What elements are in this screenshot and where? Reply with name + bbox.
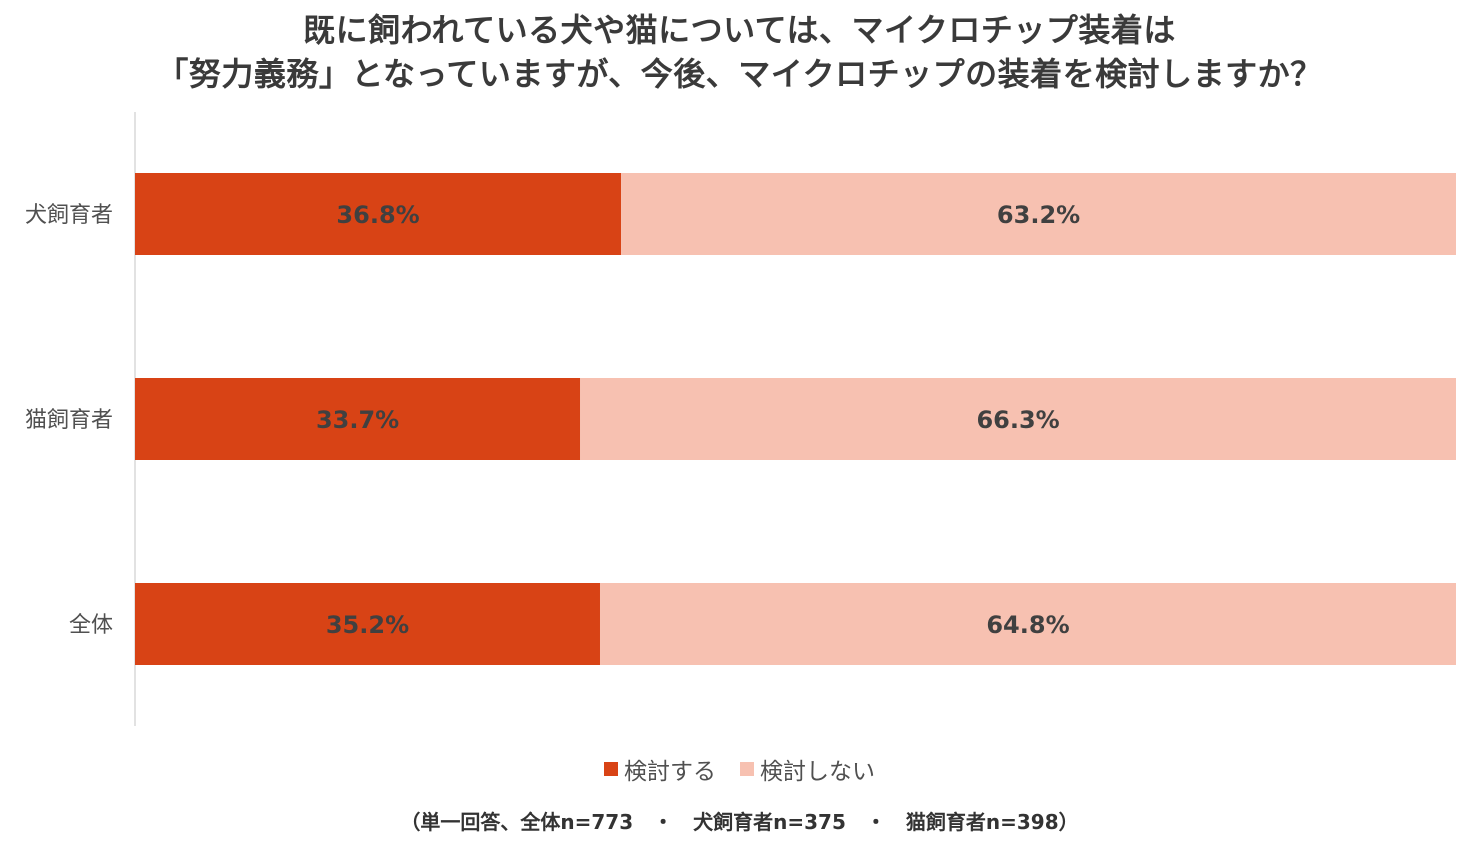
legend-label-not-consider: 検討しない (760, 759, 875, 785)
data-label-not-consider-0: 63.2% (997, 201, 1080, 229)
chart-title-line-2: 「努力義務」となっていますが、今後、マイクロチップの装着を検討しますか？ (156, 55, 1323, 93)
legend: 検討する 検討しない (0, 752, 1479, 786)
chart-title: 既に飼われている犬や猫については、マイクロチップ装着は 「努力義務」となっていま… (0, 8, 1479, 96)
data-label-consider-0: 36.8% (336, 201, 419, 229)
chart-title-line-1: 既に飼われている犬や猫については、マイクロチップ装着は (303, 11, 1176, 49)
legend-item-not-consider: 検討しない (740, 752, 875, 786)
bar-not-consider-2 (599, 583, 1456, 665)
category-label-0: 犬飼育者 (25, 203, 113, 228)
legend-swatch-not-consider (740, 762, 754, 776)
bar-not-consider-1 (580, 378, 1456, 460)
bar-consider-0 (135, 173, 622, 255)
bar-consider-1 (135, 378, 581, 460)
data-label-not-consider-1: 66.3% (976, 406, 1059, 434)
category-label-1: 猫飼育者 (25, 408, 113, 433)
legend-label-consider: 検討する (624, 759, 716, 785)
data-label-consider-2: 35.2% (326, 611, 409, 639)
legend-item-consider: 検討する (604, 752, 716, 786)
bar-not-consider-0 (621, 173, 1456, 255)
category-label-2: 全体 (69, 613, 113, 638)
stacked-bar-chart: 36.8% 63.2% 犬飼育者 33.7% 66.3% 猫飼育者 35.2% 64.8% 全体 (25, 112, 1456, 726)
sample-size-footnote: （単一回答、全体n=773 ・ 犬飼育者n=375 ・ 猫飼育者n=398） (400, 810, 1079, 834)
bar-consider-2 (135, 583, 600, 665)
data-label-consider-1: 33.7% (316, 406, 399, 434)
legend-swatch-consider (604, 762, 618, 776)
data-label-not-consider-2: 64.8% (986, 611, 1069, 639)
